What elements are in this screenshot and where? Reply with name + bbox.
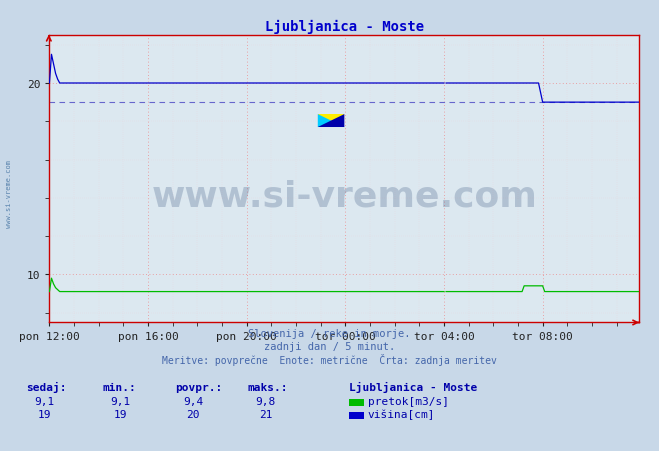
Text: 9,1: 9,1 bbox=[111, 396, 130, 405]
Text: 20: 20 bbox=[186, 409, 200, 419]
Text: 9,8: 9,8 bbox=[256, 396, 275, 405]
Text: zadnji dan / 5 minut.: zadnji dan / 5 minut. bbox=[264, 341, 395, 351]
Title: Ljubljanica - Moste: Ljubljanica - Moste bbox=[265, 19, 424, 33]
Text: maks.:: maks.: bbox=[247, 382, 287, 392]
Text: www.si-vreme.com: www.si-vreme.com bbox=[152, 179, 537, 213]
Text: 19: 19 bbox=[38, 409, 51, 419]
Polygon shape bbox=[318, 115, 345, 128]
FancyBboxPatch shape bbox=[318, 115, 345, 128]
Text: Slovenija / reke in morje.: Slovenija / reke in morje. bbox=[248, 328, 411, 338]
Text: Ljubljanica - Moste: Ljubljanica - Moste bbox=[349, 381, 478, 392]
Text: www.si-vreme.com: www.si-vreme.com bbox=[5, 160, 12, 228]
Text: Meritve: povprečne  Enote: metrične  Črta: zadnja meritev: Meritve: povprečne Enote: metrične Črta:… bbox=[162, 353, 497, 365]
Polygon shape bbox=[318, 115, 345, 128]
Text: 9,1: 9,1 bbox=[35, 396, 55, 405]
Text: povpr.:: povpr.: bbox=[175, 382, 222, 392]
Text: 21: 21 bbox=[259, 409, 272, 419]
Text: pretok[m3/s]: pretok[m3/s] bbox=[368, 396, 449, 405]
Text: 9,4: 9,4 bbox=[183, 396, 203, 405]
Text: višina[cm]: višina[cm] bbox=[368, 409, 435, 419]
Text: sedaj:: sedaj: bbox=[26, 381, 67, 392]
Text: 19: 19 bbox=[114, 409, 127, 419]
Text: min.:: min.: bbox=[102, 382, 136, 392]
